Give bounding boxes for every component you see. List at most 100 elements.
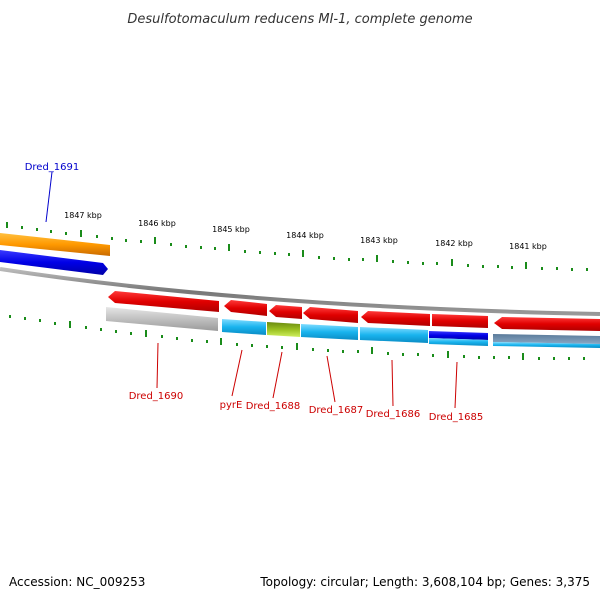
inner-minor-dot (357, 350, 359, 353)
gene-red-reverse-right[interactable] (494, 317, 600, 331)
leader-line-dred-1691 (45, 171, 53, 223)
inner-minor-dot (39, 319, 41, 322)
leader-line-pyre (231, 349, 243, 397)
inner-minor-dot (281, 346, 283, 349)
band-cyan-segment (360, 327, 428, 343)
gene-label-pyre[interactable]: pyrE (220, 400, 243, 411)
inner-minor-dot (9, 315, 11, 318)
gene-labels: Dred_1691 Dred_1690 pyrE Dred_1688 Dred_… (25, 162, 484, 423)
inner-minor-dot (387, 352, 389, 355)
outer-minor-dot (214, 247, 216, 250)
inner-minor-dot (327, 349, 329, 352)
inner-minor-dot (478, 356, 480, 359)
gene-label-dred-1688[interactable]: Dred_1688 (246, 401, 301, 412)
inner-minor-dot (161, 335, 163, 338)
tick-label: 1843 kbp (360, 236, 398, 245)
tick-label: 1847 kbp (64, 211, 102, 220)
gene-dred-1690-reverse[interactable] (108, 291, 219, 312)
inner-minor-dot (236, 343, 238, 346)
inner-minor-dot (402, 353, 404, 356)
tick-label: 1846 kbp (138, 219, 176, 228)
outer-minor-dot (125, 239, 127, 242)
inner-minor-dot (417, 353, 419, 356)
outer-minor-dot (170, 243, 172, 246)
band-cyan-segment (222, 319, 266, 335)
gene-label-dred-1685[interactable]: Dred_1685 (429, 412, 484, 423)
outer-minor-dot (36, 228, 38, 231)
outer-minor-dot (65, 232, 67, 235)
outer-minor-dot (200, 246, 202, 249)
gene-label-dred-1686[interactable]: Dred_1686 (366, 409, 421, 420)
inner-minor-dot (312, 348, 314, 351)
inner-annotation-band (106, 307, 600, 348)
inner-minor-dot (463, 355, 465, 358)
gene-dred-1691-forward[interactable] (0, 250, 108, 275)
tick-label: 1841 kbp (509, 242, 547, 251)
forward-strand-genes (0, 233, 110, 275)
inner-minor-dot (191, 339, 193, 342)
band-grey-segment (106, 307, 218, 331)
outer-minor-dot (541, 267, 543, 270)
inner-minor-dot (24, 317, 26, 320)
leader-line-dred-1685 (454, 361, 458, 409)
outer-minor-dot (259, 251, 261, 254)
outer-minor-dot (348, 258, 350, 261)
inner-tick-track (9, 315, 585, 360)
map-title: Desulfotomaculum reducens MI-1, complete… (127, 12, 472, 27)
outer-minor-dot (111, 237, 113, 240)
outer-minor-dot (482, 265, 484, 268)
inner-minor-dot (568, 357, 570, 360)
gene-orange-forward[interactable] (0, 233, 110, 256)
leader-line-dred-1687 (326, 355, 336, 403)
gene-dred-1688-reverse[interactable] (269, 305, 302, 319)
outer-minor-dot (362, 258, 364, 261)
outer-minor-dot (318, 256, 320, 259)
inner-minor-dot (342, 350, 344, 353)
outer-minor-dot (244, 250, 246, 253)
inner-minor-dot (130, 332, 132, 335)
gene-pyre-reverse[interactable] (224, 300, 267, 316)
outer-tick-track (6, 222, 588, 271)
inner-minor-dot (176, 337, 178, 340)
outer-minor-dot (140, 240, 142, 243)
topology-text: Topology: circular; Length: 3,608,104 bp… (259, 575, 590, 589)
outer-minor-dot (333, 257, 335, 260)
tick-label: 1844 kbp (286, 231, 324, 240)
gene-label-dred-1691[interactable]: Dred_1691 (25, 162, 80, 173)
gene-label-dred-1690[interactable]: Dred_1690 (129, 391, 184, 402)
outer-minor-dot (185, 245, 187, 248)
band-olive-segment (267, 322, 300, 337)
gene-dred-1685-reverse[interactable] (432, 314, 488, 328)
tick-label: 1842 kbp (435, 239, 473, 248)
outer-minor-dot (407, 261, 409, 264)
band-steel-segment (493, 334, 600, 344)
outer-minor-dot (436, 262, 438, 265)
inner-minor-dot (100, 328, 102, 331)
inner-minor-dot (54, 322, 56, 325)
outer-minor-dot (21, 226, 23, 229)
band-cyan-segment (301, 324, 358, 340)
gene-label-dred-1687[interactable]: Dred_1687 (309, 405, 364, 416)
reverse-strand-genes (108, 291, 600, 331)
band-cyan-segment (493, 342, 600, 348)
outer-minor-dot (274, 252, 276, 255)
inner-minor-dot (85, 326, 87, 329)
leader-line-dred-1686 (391, 359, 394, 407)
inner-minor-dot (493, 356, 495, 359)
inner-minor-dot (583, 357, 585, 360)
inner-minor-dot (508, 356, 510, 359)
band-blue-cyan-segment (429, 331, 488, 340)
inner-minor-dot (553, 357, 555, 360)
inner-minor-dot (115, 330, 117, 333)
band-blue-cyan-segment-lower (429, 338, 488, 346)
inner-minor-dot (251, 344, 253, 347)
gene-dred-1687-reverse[interactable] (303, 307, 358, 323)
outer-minor-dot (96, 235, 98, 238)
outer-minor-dot (497, 265, 499, 268)
tick-label: 1845 kbp (212, 225, 250, 234)
gene-dred-1686-reverse[interactable] (361, 311, 430, 326)
inner-minor-dot (266, 345, 268, 348)
outer-minor-dot (586, 268, 588, 271)
outer-minor-dot (571, 268, 573, 271)
